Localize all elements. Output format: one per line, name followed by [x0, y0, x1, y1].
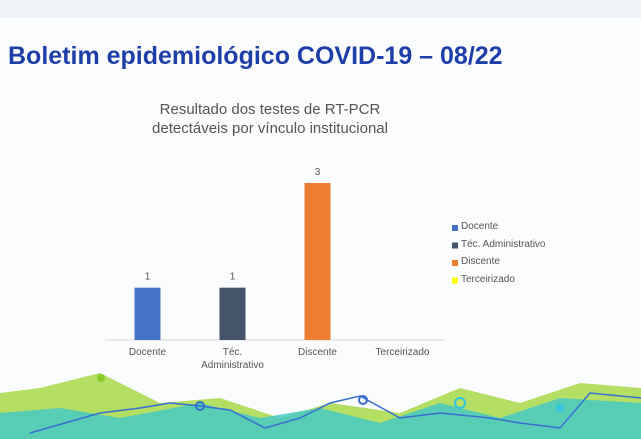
decoration: [0, 373, 641, 439]
x-tick-label: Terceirizado: [375, 347, 430, 358]
legend-marker: [452, 277, 458, 284]
x-tick-label: Téc. Administrativo: [201, 347, 264, 371]
legend-marker: [452, 225, 458, 231]
bar: [219, 287, 246, 340]
data-label: 1: [230, 272, 236, 283]
legend-label: Téc. Administrativo: [461, 238, 546, 250]
legend-marker: [452, 242, 458, 249]
x-tick-label: Docente: [128, 347, 167, 358]
legend-marker: [452, 260, 458, 266]
chart: 1 1 3: [0, 167, 641, 439]
bar: [134, 287, 161, 340]
legend-label: Discente: [461, 256, 500, 267]
chart-title: Resultado dos testes de RT-PCR detectáve…: [152, 101, 388, 137]
legend-label: Terceirizado: [461, 273, 515, 285]
slide-title: Boletim epidemiológico COVID-19 – 08/22: [8, 42, 503, 70]
data-label: 3: [315, 167, 321, 178]
legend-label: Docente: [461, 221, 499, 232]
bar: [304, 183, 331, 340]
data-label: 1: [145, 272, 151, 283]
x-tick-label: Discente: [298, 347, 337, 358]
slide: 1 1 3 Boletim epidemiológico COVID-19 – 08…: [0, 18, 641, 439]
